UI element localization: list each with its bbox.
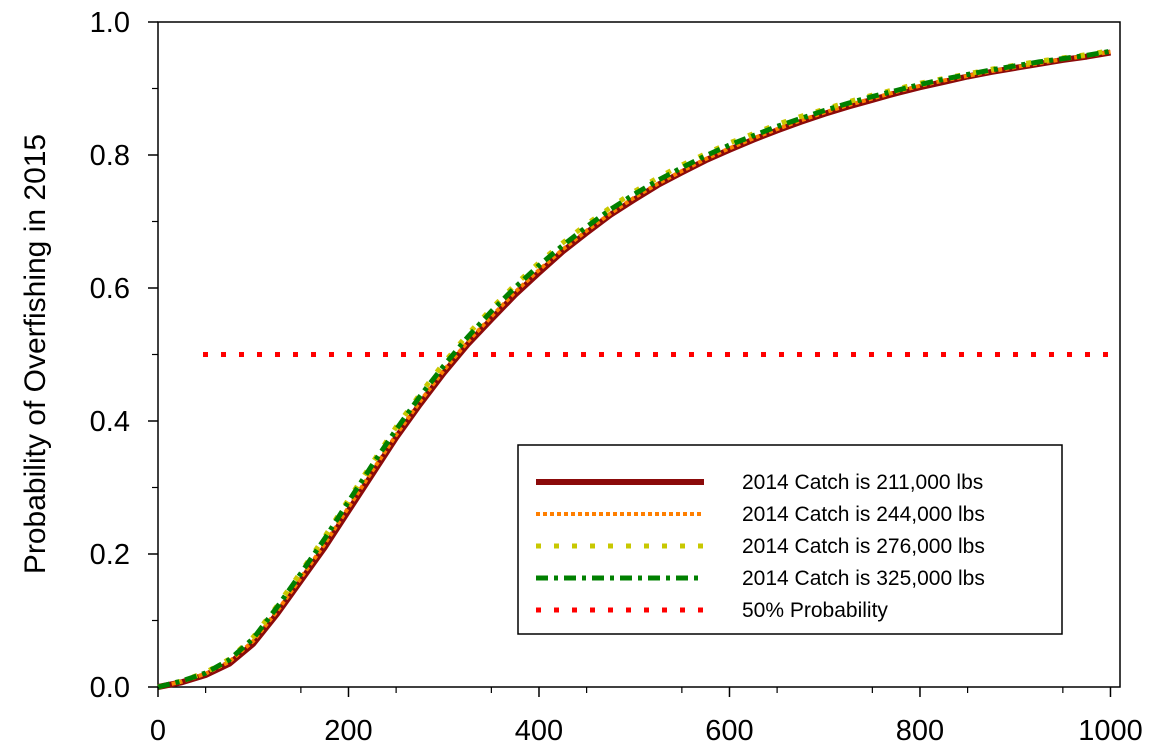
series-line-4	[157, 48, 1111, 690]
y-axis-title: Probability of Overfishing in 2015	[19, 134, 52, 574]
x-tick-label: 600	[705, 715, 753, 747]
x-axis: 0 200 400 600 800 1000	[150, 687, 1143, 747]
y-tick-label: 0.4	[90, 406, 130, 438]
y-tick-label: 0.0	[90, 672, 130, 704]
legend-label: 2014 Catch is 244,000 lbs	[742, 503, 985, 526]
x-tick-label: 200	[324, 715, 372, 747]
series-line-3	[157, 48, 1111, 690]
y-axis: 0.0 0.2 0.4 0.6 0.8 1.0	[90, 7, 158, 704]
legend-label: 50% Probability	[742, 599, 888, 622]
legend-label: 2014 Catch is 211,000 lbs	[742, 471, 983, 494]
x-tick-label: 800	[896, 715, 944, 747]
y-tick-label: 0.8	[90, 140, 130, 172]
series-layer	[157, 48, 1111, 690]
x-tick-label: 1000	[1078, 715, 1143, 747]
y-tick-label: 0.2	[90, 539, 130, 571]
legend-label: 2014 Catch is 276,000 lbs	[742, 535, 985, 558]
x-tick-label: 0	[150, 715, 166, 747]
legend-box	[517, 444, 1063, 635]
legend-label: 2014 Catch is 325,000 lbs	[742, 567, 985, 590]
x-tick-label: 400	[515, 715, 563, 747]
y-tick-label: 0.6	[90, 273, 130, 305]
y-tick-label: 1.0	[90, 7, 130, 39]
legend: 2014 Catch is 211,000 lbs 2014 Catch is 2…	[517, 444, 1063, 635]
